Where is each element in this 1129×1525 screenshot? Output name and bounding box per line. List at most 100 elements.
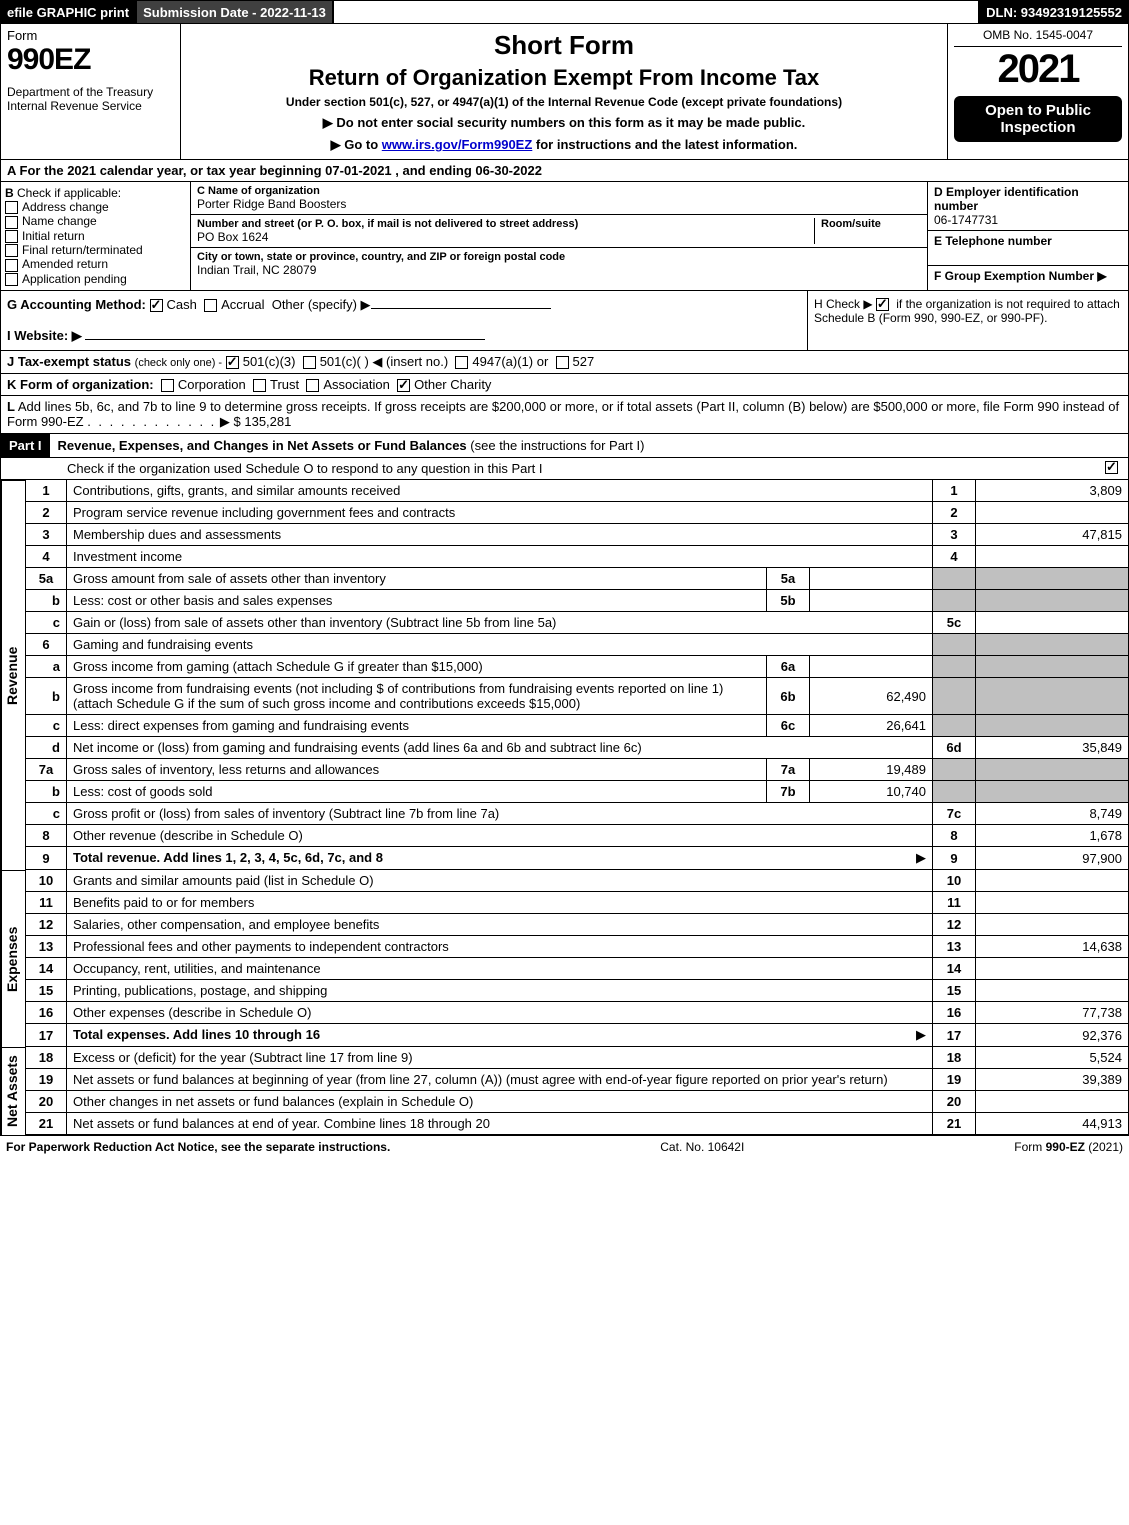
chk-schedule-b[interactable] bbox=[876, 298, 889, 311]
table-row: cGross profit or (loss) from sales of in… bbox=[26, 803, 1129, 825]
other-org-value: Charity bbox=[450, 377, 491, 392]
part-i-note: (see the instructions for Part I) bbox=[470, 438, 644, 453]
org-name: Porter Ridge Band Boosters bbox=[197, 197, 921, 211]
table-row: bGross income from fundraising events (n… bbox=[26, 678, 1129, 715]
lbl-trust: Trust bbox=[270, 377, 299, 392]
ln: 6 bbox=[26, 634, 67, 656]
shaded-cell bbox=[933, 568, 976, 590]
shaded-cell bbox=[976, 781, 1129, 803]
lb: 9 bbox=[933, 847, 976, 870]
chk-schedule-o[interactable] bbox=[1105, 461, 1118, 474]
chk-address-change[interactable] bbox=[5, 201, 18, 214]
header-right: OMB No. 1545-0047 2021 Open to Public In… bbox=[948, 24, 1128, 159]
netassets-label: Net Assets bbox=[1, 1047, 25, 1135]
chk-assoc[interactable] bbox=[306, 379, 319, 392]
room-label: Room/suite bbox=[821, 218, 921, 230]
shaded-cell bbox=[976, 715, 1129, 737]
part-i-check-row: Check if the organization used Schedule … bbox=[0, 458, 1129, 480]
ln: 9 bbox=[26, 847, 67, 870]
lbl-accrual: Accrual bbox=[221, 297, 264, 312]
box-c: C Name of organization Porter Ridge Band… bbox=[191, 182, 928, 290]
shaded-cell bbox=[933, 656, 976, 678]
chk-501c[interactable] bbox=[303, 356, 316, 369]
chk-527[interactable] bbox=[556, 356, 569, 369]
table-row: 4Investment income4 bbox=[26, 546, 1129, 568]
ln: 17 bbox=[26, 1024, 67, 1047]
chk-final-return[interactable] bbox=[5, 244, 18, 257]
ln: 10 bbox=[26, 870, 67, 892]
omb-number: OMB No. 1545-0047 bbox=[954, 28, 1122, 47]
return-title: Return of Organization Exempt From Incom… bbox=[187, 65, 941, 91]
instr-1: ▶ Do not enter social security numbers o… bbox=[187, 115, 941, 131]
ln: b bbox=[26, 678, 67, 715]
lv: 8,749 bbox=[976, 803, 1129, 825]
shaded-cell bbox=[933, 781, 976, 803]
shaded-cell bbox=[933, 590, 976, 612]
ln: b bbox=[26, 590, 67, 612]
sv: 19,489 bbox=[810, 759, 933, 781]
table-row: 1Contributions, gifts, grants, and simil… bbox=[26, 480, 1129, 502]
part-i-label: Part I bbox=[1, 434, 50, 457]
table-row: 3Membership dues and assessments347,815 bbox=[26, 524, 1129, 546]
chk-initial-return[interactable] bbox=[5, 230, 18, 243]
table-row: 11Benefits paid to or for members11 bbox=[26, 892, 1129, 914]
ln: c bbox=[26, 612, 67, 634]
lv bbox=[976, 1091, 1129, 1113]
ld: Occupancy, rent, utilities, and maintena… bbox=[73, 961, 321, 976]
lb: 16 bbox=[933, 1002, 976, 1024]
g-label: G Accounting Method: bbox=[7, 297, 146, 312]
chk-501c3[interactable] bbox=[226, 356, 239, 369]
chk-other-org[interactable] bbox=[397, 379, 410, 392]
lbl-501c3: 501(c)(3) bbox=[243, 354, 296, 369]
shaded-cell bbox=[976, 568, 1129, 590]
table-row: 21Net assets or fund balances at end of … bbox=[26, 1113, 1129, 1135]
chk-cash[interactable] bbox=[150, 299, 163, 312]
ein-value: 06-1747731 bbox=[934, 213, 998, 227]
submission-date: Submission Date - 2022-11-13 bbox=[136, 0, 333, 24]
lv bbox=[976, 612, 1129, 634]
lb: 13 bbox=[933, 936, 976, 958]
expenses-table: 10Grants and similar amounts paid (list … bbox=[25, 870, 1129, 1047]
chk-amended-return[interactable] bbox=[5, 259, 18, 272]
footer-right: Form 990-EZ (2021) bbox=[1014, 1140, 1123, 1154]
lv: 77,738 bbox=[976, 1002, 1129, 1024]
top-bar: efile GRAPHIC print Submission Date - 20… bbox=[0, 0, 1129, 24]
lb: 10 bbox=[933, 870, 976, 892]
sv: 10,740 bbox=[810, 781, 933, 803]
chk-application-pending[interactable] bbox=[5, 273, 18, 286]
tax-year: 2021 bbox=[954, 47, 1122, 92]
lv: 1,678 bbox=[976, 825, 1129, 847]
chk-accrual[interactable] bbox=[204, 299, 217, 312]
table-row: 14Occupancy, rent, utilities, and mainte… bbox=[26, 958, 1129, 980]
ld: Other expenses (describe in Schedule O) bbox=[73, 1005, 311, 1020]
ln: 8 bbox=[26, 825, 67, 847]
ln: 4 bbox=[26, 546, 67, 568]
chk-trust[interactable] bbox=[253, 379, 266, 392]
chk-4947[interactable] bbox=[455, 356, 468, 369]
netassets-table: 18Excess or (deficit) for the year (Subt… bbox=[25, 1047, 1129, 1135]
lbl-other: Other (specify) ▶ bbox=[272, 297, 371, 312]
ln: 12 bbox=[26, 914, 67, 936]
irs-link[interactable]: www.irs.gov/Form990EZ bbox=[382, 137, 533, 152]
lb: 21 bbox=[933, 1113, 976, 1135]
lbl-assoc: Association bbox=[323, 377, 389, 392]
table-row: 18Excess or (deficit) for the year (Subt… bbox=[26, 1047, 1129, 1069]
shaded-cell bbox=[933, 634, 976, 656]
box-def: D Employer identification number 06-1747… bbox=[928, 182, 1128, 290]
chk-corp[interactable] bbox=[161, 379, 174, 392]
revenue-label: Revenue bbox=[1, 480, 25, 870]
lv: 39,389 bbox=[976, 1069, 1129, 1091]
sl: 7a bbox=[767, 759, 810, 781]
chk-name-change[interactable] bbox=[5, 216, 18, 229]
lbl-address-change: Address change bbox=[22, 200, 109, 214]
ld: Gross profit or (loss) from sales of inv… bbox=[73, 806, 499, 821]
lb: 5c bbox=[933, 612, 976, 634]
lv: 14,638 bbox=[976, 936, 1129, 958]
revenue-table: 1Contributions, gifts, grants, and simil… bbox=[25, 480, 1129, 870]
table-row: 16 Other expenses (describe in Schedule O… bbox=[26, 1002, 1129, 1024]
ld: Net assets or fund balances at beginning… bbox=[73, 1072, 888, 1087]
table-row: bLess: cost of goods sold7b10,740 bbox=[26, 781, 1129, 803]
subtitle: Under section 501(c), 527, or 4947(a)(1)… bbox=[187, 95, 941, 109]
part-i-row: Part I Revenue, Expenses, and Changes in… bbox=[0, 434, 1129, 458]
lb: 12 bbox=[933, 914, 976, 936]
